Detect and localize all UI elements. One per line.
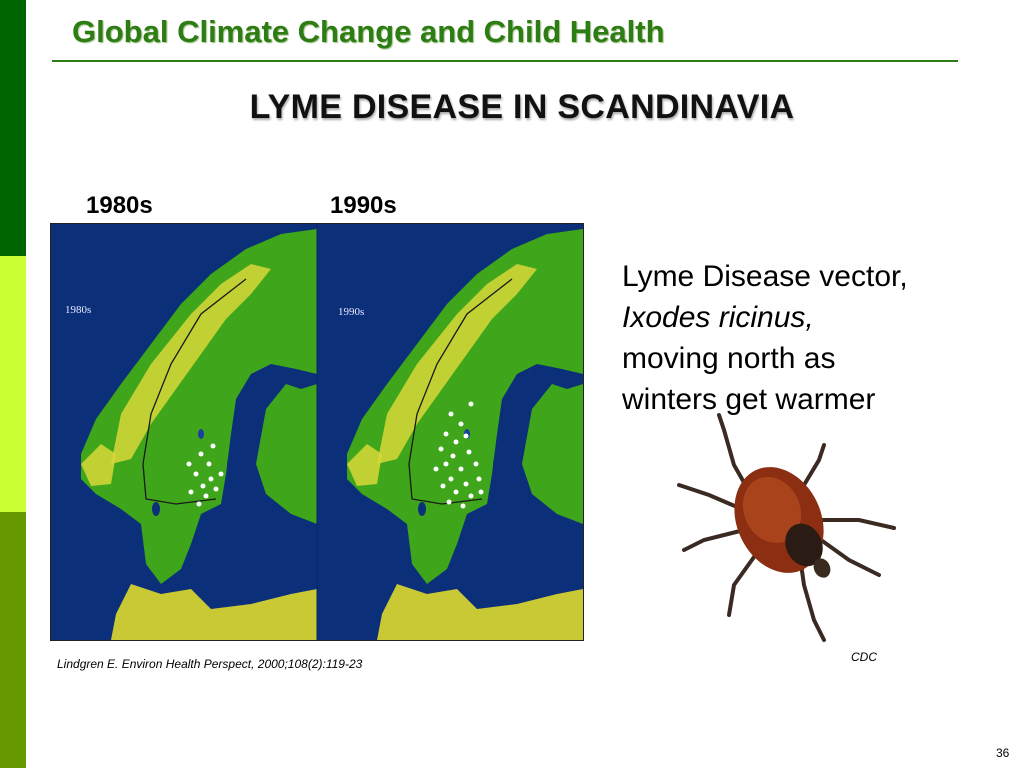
header-title: Global Climate Change and Child Health [72,14,665,49]
citation: Lindgren E. Environ Health Perspect, 200… [57,657,363,671]
caption-line-3: moving north as [622,342,836,375]
page-number: 36 [996,746,1010,760]
caption-line-4: winters get warmer [622,383,876,416]
decade-label-1980s: 1980s [86,192,153,219]
sidebar-segment-middle [0,256,26,512]
scandinavia-maps-image: 1980s 1990s [50,223,584,641]
map-inset-label-1980s: 1980s [65,304,92,316]
vector-caption: Lyme Disease vector, Ixodes ricinus, mov… [622,256,982,420]
slide-title: LYME DISEASE IN SCANDINAVIA [249,88,795,126]
sidebar-segment-top [0,0,26,256]
tick-icon [664,410,914,650]
image-credit: CDC [851,650,877,664]
caption-line-1: Lyme Disease vector, [622,260,908,293]
sidebar-decoration [0,0,26,768]
header-rule [52,60,958,62]
sidebar-segment-bottom [0,512,26,768]
caption-species: Ixodes ricinus, [622,301,814,334]
map-inset-label-1990s: 1990s [338,306,365,318]
decade-label-1990s: 1990s [330,192,397,219]
